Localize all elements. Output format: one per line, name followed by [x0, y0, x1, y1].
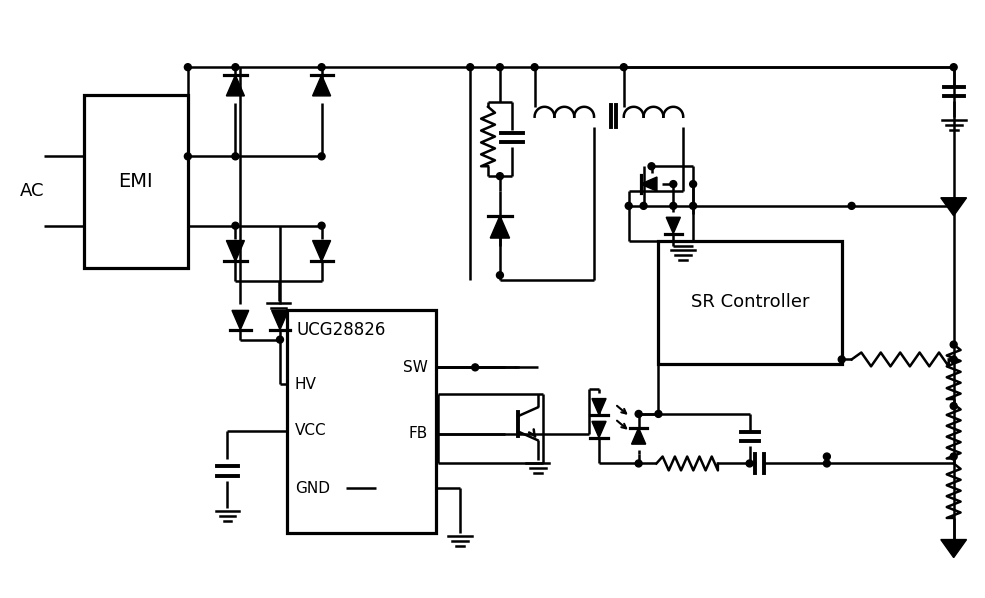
Polygon shape — [941, 198, 966, 216]
Circle shape — [621, 64, 627, 71]
Text: VCC: VCC — [295, 423, 326, 438]
Circle shape — [184, 153, 191, 160]
Polygon shape — [312, 240, 331, 261]
Circle shape — [690, 181, 696, 188]
Circle shape — [231, 222, 239, 229]
Circle shape — [823, 460, 830, 467]
Circle shape — [531, 64, 538, 71]
Circle shape — [670, 202, 677, 209]
Polygon shape — [227, 240, 244, 261]
Polygon shape — [666, 217, 681, 234]
Circle shape — [655, 410, 662, 417]
Polygon shape — [640, 177, 657, 191]
Circle shape — [472, 364, 479, 371]
Polygon shape — [232, 310, 249, 329]
Circle shape — [496, 271, 503, 279]
Circle shape — [496, 173, 503, 179]
Text: FB: FB — [409, 426, 427, 441]
Circle shape — [670, 181, 677, 188]
Bar — [658, 240, 842, 364]
Circle shape — [231, 64, 239, 71]
Circle shape — [635, 460, 642, 467]
Text: SR Controller: SR Controller — [690, 294, 810, 312]
Polygon shape — [272, 310, 289, 329]
Bar — [84, 95, 188, 269]
Text: SW: SW — [403, 360, 427, 375]
Circle shape — [496, 64, 503, 71]
Circle shape — [648, 163, 655, 170]
Circle shape — [635, 410, 642, 417]
Polygon shape — [592, 398, 606, 415]
Circle shape — [184, 64, 191, 71]
Text: AC: AC — [20, 182, 44, 200]
Circle shape — [823, 453, 830, 460]
Circle shape — [318, 222, 325, 229]
Text: HV: HV — [295, 377, 317, 392]
Circle shape — [640, 202, 647, 209]
Text: EMI: EMI — [118, 172, 153, 191]
Polygon shape — [491, 216, 509, 238]
Circle shape — [838, 356, 845, 363]
Polygon shape — [227, 75, 244, 96]
Bar — [287, 310, 435, 533]
Circle shape — [951, 453, 957, 460]
Polygon shape — [631, 428, 646, 444]
Circle shape — [951, 64, 957, 71]
Circle shape — [318, 153, 325, 160]
Polygon shape — [941, 539, 966, 557]
Circle shape — [951, 402, 957, 410]
Text: UCG28826: UCG28826 — [296, 321, 386, 338]
Circle shape — [848, 202, 855, 209]
Circle shape — [277, 336, 284, 343]
Circle shape — [231, 153, 239, 160]
Circle shape — [467, 64, 474, 71]
Circle shape — [951, 356, 957, 363]
Circle shape — [951, 202, 957, 209]
Circle shape — [625, 202, 632, 209]
Text: GND: GND — [295, 481, 330, 496]
Polygon shape — [312, 75, 331, 96]
Circle shape — [951, 341, 957, 348]
Circle shape — [690, 202, 696, 209]
Circle shape — [746, 460, 754, 467]
Circle shape — [318, 64, 325, 71]
Polygon shape — [592, 422, 606, 438]
